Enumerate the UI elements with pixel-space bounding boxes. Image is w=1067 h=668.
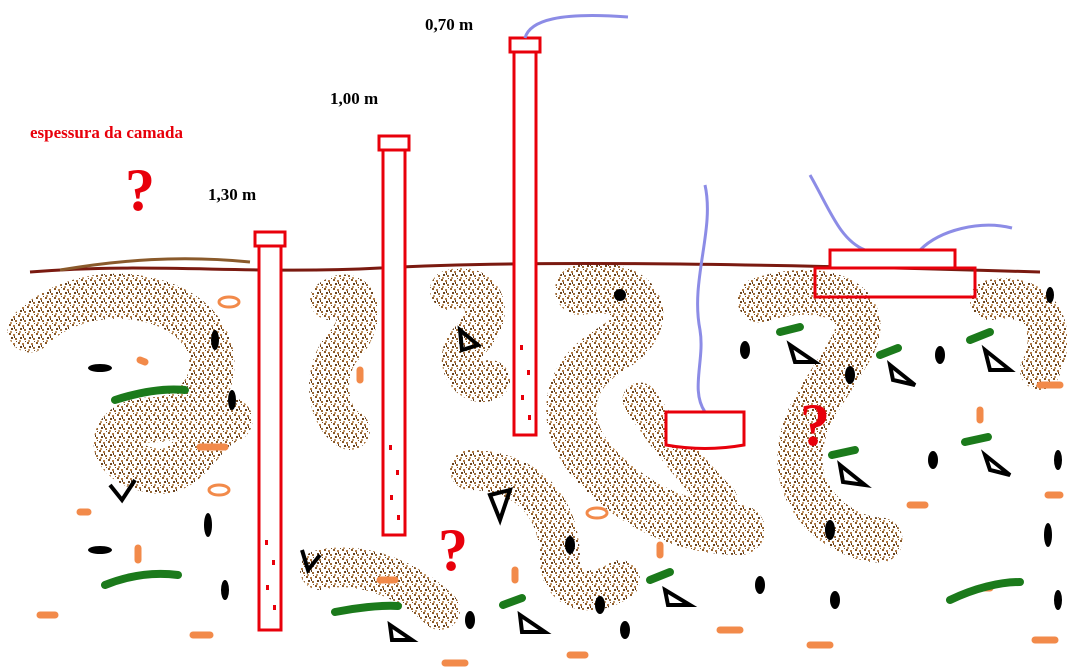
surface xyxy=(59,257,251,272)
tubes xyxy=(253,36,542,632)
question-mark: ? xyxy=(125,157,155,223)
cable xyxy=(523,14,629,39)
surface xyxy=(29,261,1041,274)
rocks xyxy=(88,287,1062,642)
probes xyxy=(664,174,1013,450)
question-mark: ? xyxy=(438,517,468,583)
soil xyxy=(7,263,1067,630)
fragments xyxy=(36,295,1064,667)
depth-label: 1,00 m xyxy=(330,89,378,108)
depth-label: 0,70 m xyxy=(425,15,473,34)
question-mark: ? xyxy=(800,392,830,458)
layer-label: espessura da camada xyxy=(30,123,184,142)
depth-label: 1,30 m xyxy=(208,185,256,204)
